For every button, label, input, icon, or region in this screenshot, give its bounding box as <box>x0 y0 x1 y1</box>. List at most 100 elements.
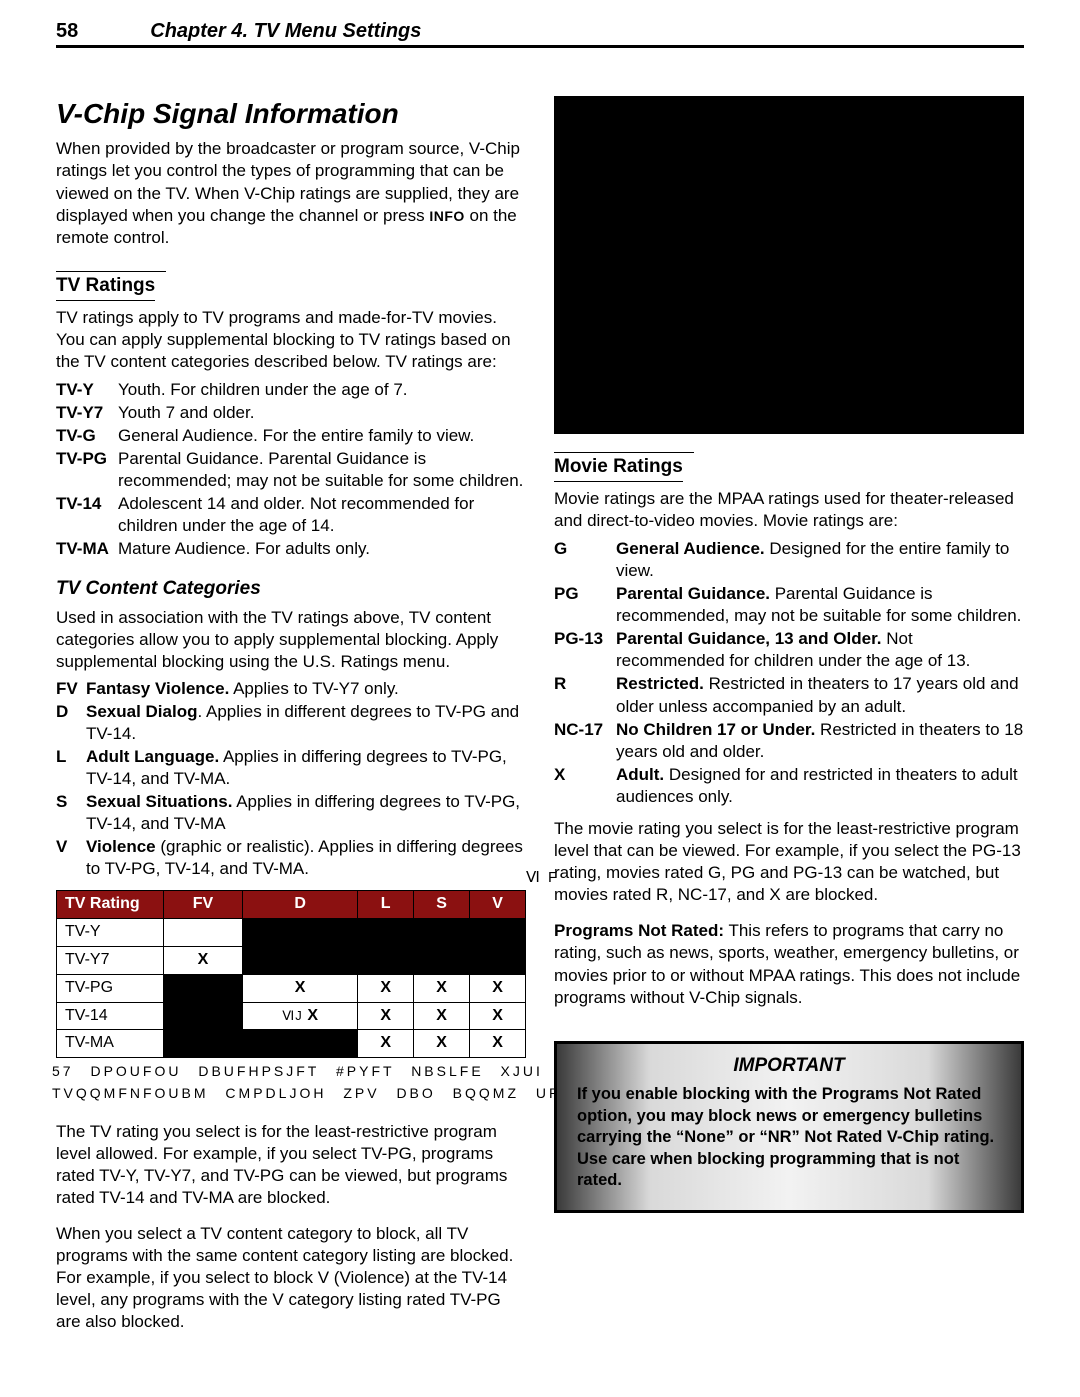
x-mark: X <box>358 1030 414 1058</box>
movie-desc: Restricted. Restricted in theaters to 17… <box>616 673 1024 717</box>
tv-content-heading: TV Content Categories <box>56 577 526 602</box>
list-item: FVFantasy Violence. Applies to TV-Y7 onl… <box>56 678 526 700</box>
list-item: TV-GGeneral Audience. For the entire fam… <box>56 425 526 447</box>
cc-desc: Violence (graphic or realistic). Applies… <box>86 836 526 880</box>
th-s: S <box>414 891 470 919</box>
x-mark: X <box>470 1030 526 1058</box>
page-number: 58 <box>56 20 78 43</box>
movie-term: PG-13 <box>554 628 616 672</box>
tv-ratings-heading-wrap: TV Ratings <box>56 271 526 301</box>
movie-ratings-intro: Movie ratings are the MPAA ratings used … <box>554 488 1024 532</box>
list-item: PG-13Parental Guidance, 13 and Older. No… <box>554 628 1024 672</box>
rating-desc: Youth 7 and older. <box>118 402 526 424</box>
table-body: TV-Y TV-Y7 X <box>57 919 526 1058</box>
movie-bold: General Audience. <box>616 539 765 558</box>
td-label: TV-14 <box>57 1002 164 1030</box>
movie-bold: Restricted. <box>616 674 704 693</box>
td-block <box>470 946 526 974</box>
movie-bold: Adult. <box>616 765 664 784</box>
td-block <box>358 946 414 974</box>
x-mark: X <box>414 1002 470 1030</box>
movie-term: G <box>554 538 616 582</box>
movie-heading-wrap: Movie Ratings <box>554 452 1024 482</box>
tv-content-intro: Used in association with the TV ratings … <box>56 607 526 673</box>
movie-bold: Parental Guidance, 13 and Older. <box>616 629 881 648</box>
td-label: TV-MA <box>57 1030 164 1058</box>
cc-desc: Sexual Situations. Applies in differing … <box>86 791 526 835</box>
movie-rating-explain: The movie rating you select is for the l… <box>554 818 1024 906</box>
x-mark: X <box>414 974 470 1002</box>
td-block <box>243 919 358 947</box>
left-column: V-Chip Signal Information When provided … <box>56 96 526 1347</box>
movie-rest: Designed for and restricted in theaters … <box>616 765 1018 806</box>
list-item: TV-PGParental Guidance. Parental Guidanc… <box>56 448 526 492</box>
th-rating: TV Rating <box>57 891 164 919</box>
table-row: TV Rating FV D L S V <box>57 891 526 919</box>
x-mark: X <box>470 974 526 1002</box>
tv-rating-explain-2: When you select a TV content category to… <box>56 1223 526 1333</box>
movie-term: X <box>554 764 616 808</box>
td-block <box>243 1030 358 1058</box>
movie-bold: No Children 17 or Under. <box>616 720 815 739</box>
cc-desc: Sexual Dialog. Applies in different degr… <box>86 701 526 745</box>
rating-desc: Parental Guidance. Parental Guidance is … <box>118 448 526 492</box>
movie-bold: Parental Guidance. <box>616 584 770 603</box>
cc-bold: Sexual Dialog <box>86 702 197 721</box>
td-cell <box>164 919 243 947</box>
rating-term: TV-Y <box>56 379 118 401</box>
td-block <box>243 946 358 974</box>
movie-desc: Parental Guidance. Parental Guidance is … <box>616 583 1024 627</box>
vchip-intro: When provided by the broadcaster or prog… <box>56 138 526 248</box>
tv-rating-explain-1: The TV rating you select is for the leas… <box>56 1121 526 1209</box>
movie-ratings-heading: Movie Ratings <box>554 455 683 482</box>
cc-term: D <box>56 701 86 745</box>
th-d: D <box>243 891 358 919</box>
td-block <box>414 946 470 974</box>
programs-not-rated: Programs Not Rated: This refers to progr… <box>554 920 1024 1008</box>
td-block <box>414 919 470 947</box>
table-row: TV-Y <box>57 919 526 947</box>
td-block <box>470 919 526 947</box>
movie-desc: General Audience. Designed for the entir… <box>616 538 1024 582</box>
right-column: Movie Ratings Movie ratings are the MPAA… <box>554 96 1024 1347</box>
list-item: TV-MAMature Audience. For adults only. <box>56 538 526 560</box>
two-column-layout: V-Chip Signal Information When provided … <box>56 96 1024 1347</box>
th-v: V <box>470 891 526 919</box>
table-row: TV-PG X X X X <box>57 974 526 1002</box>
cc-bold: Sexual Situations. <box>86 792 232 811</box>
rule-over-icon <box>554 452 694 453</box>
list-item: TV-Y7Youth 7 and older. <box>56 402 526 424</box>
list-item: XAdult. Designed for and restricted in t… <box>554 764 1024 808</box>
th-fv: FV <box>164 891 243 919</box>
rating-desc: Adolescent 14 and older. Not recommended… <box>118 493 526 537</box>
td-block <box>164 1002 243 1030</box>
chapter-title: Chapter 4. TV Menu Settings <box>150 20 421 43</box>
x-mark: X <box>164 946 243 974</box>
tv-ratings-intro: TV ratings apply to TV programs and made… <box>56 307 526 373</box>
movie-desc: No Children 17 or Under. Restricted in t… <box>616 719 1024 763</box>
cc-term: S <box>56 791 86 835</box>
list-item: DSexual Dialog. Applies in different deg… <box>56 701 526 745</box>
movie-desc: Parental Guidance, 13 and Older. Not rec… <box>616 628 1024 672</box>
th-l: L <box>358 891 414 919</box>
not-rated-bold: Programs Not Rated: <box>554 921 724 940</box>
cc-term: FV <box>56 678 86 700</box>
rating-term: TV-MA <box>56 538 118 560</box>
table-row: TV-Y7 X <box>57 946 526 974</box>
movie-desc: Adult. Designed for and restricted in th… <box>616 764 1024 808</box>
movie-term: PG <box>554 583 616 627</box>
rating-term: TV-Y7 <box>56 402 118 424</box>
section-title-vchip: V-Chip Signal Information <box>56 96 526 132</box>
content-categories-list: FVFantasy Violence. Applies to TV-Y7 onl… <box>56 678 526 881</box>
rating-desc: Mature Audience. For adults only. <box>118 538 526 560</box>
cc-bold: Violence <box>86 837 156 856</box>
tv-ratings-heading: TV Ratings <box>56 274 155 301</box>
x-mark: X <box>358 974 414 1002</box>
x-mark: X <box>358 1002 414 1030</box>
list-item: TV-YYouth. For children under the age of… <box>56 379 526 401</box>
list-item: TV-14Adolescent 14 and older. Not recomm… <box>56 493 526 537</box>
rule-over-icon <box>56 271 166 272</box>
cc-term: L <box>56 746 86 790</box>
list-item: LAdult Language. Applies in differing de… <box>56 746 526 790</box>
cc-bold: Adult Language. <box>86 747 219 766</box>
